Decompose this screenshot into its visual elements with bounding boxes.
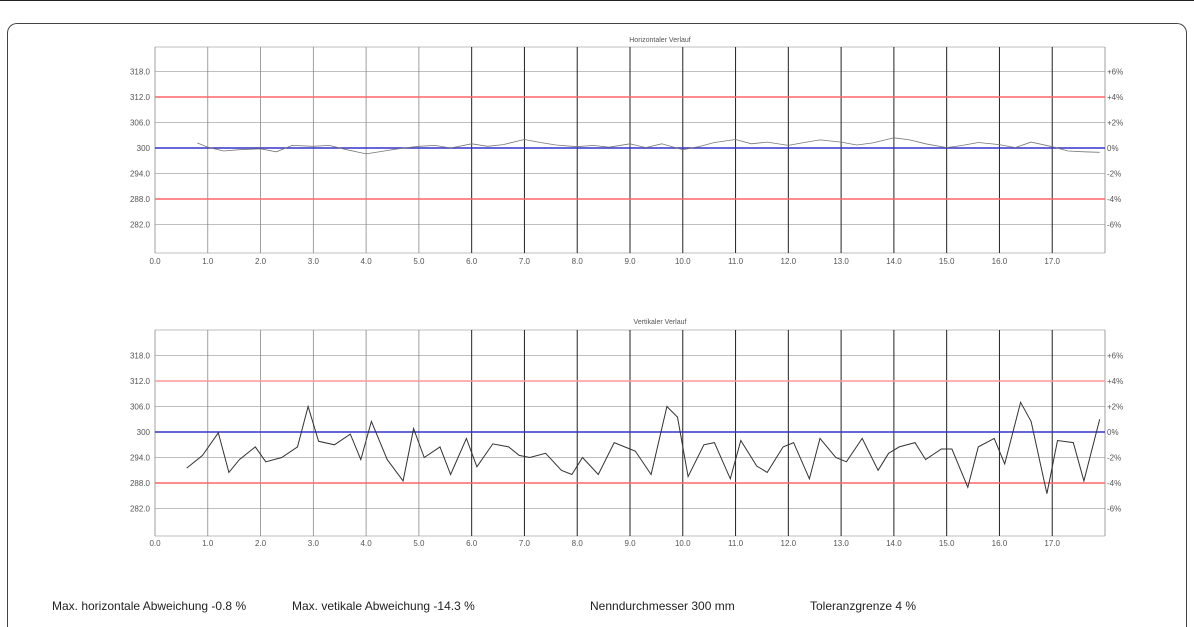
x-tick-label: 13.0 (833, 257, 849, 266)
x-tick-label: 16.0 (992, 257, 1008, 266)
x-tick-label: 9.0 (624, 539, 636, 548)
y2-tick-label: +2% (1107, 119, 1123, 128)
x-tick-label: 0.0 (149, 539, 161, 548)
x-tick-label: 1.0 (202, 539, 214, 548)
horizontal-chart: Horizontaler Verlauf 318.0 312.0 306.0 300 29… (130, 37, 1123, 266)
x-tick-label: 5.0 (413, 257, 425, 266)
y-tick-label: 294.0 (130, 170, 151, 179)
x-tick-label: 4.0 (361, 257, 373, 266)
x-tick-label: 13.0 (833, 539, 849, 548)
x-tick-label: 14.0 (886, 257, 902, 266)
y2-tick-label: -4% (1107, 195, 1121, 204)
y-tick-label: 312.0 (130, 93, 151, 102)
max-horizontal-deviation: Max. horizontale Abweichung -0.8 % (52, 599, 247, 613)
x-tick-label: 8.0 (572, 257, 584, 266)
y-tick-label: 306.0 (130, 119, 151, 128)
y2-tick-label: +6% (1107, 68, 1123, 77)
y-tick-label: 312.0 (130, 377, 151, 386)
x-tick-label: 12.0 (781, 539, 797, 548)
y-tick-label: 318.0 (130, 352, 151, 361)
x-tick-label: 10.0 (675, 257, 691, 266)
x-tick-label: 7.0 (519, 539, 531, 548)
report-frame (7, 23, 1187, 627)
x-tick-label: 15.0 (939, 257, 955, 266)
y-tick-label: 282.0 (130, 505, 151, 514)
y2-tick-label: +4% (1107, 377, 1123, 386)
nominal-diameter: Nenndurchmesser 300 mm (590, 599, 735, 613)
x-tick-label: 12.0 (781, 257, 797, 266)
x-tick-label: 0.0 (149, 257, 161, 266)
y-tick-label: 300 (137, 428, 151, 437)
y-tick-label: 318.0 (130, 68, 151, 77)
x-tick-label: 11.0 (728, 539, 744, 548)
x-tick-label: 7.0 (519, 257, 531, 266)
y2-tick-label: +6% (1107, 352, 1123, 361)
series-line (197, 137, 1100, 155)
x-tick-label: 3.0 (308, 539, 320, 548)
x-tick-label: 2.0 (255, 257, 267, 266)
x-tick-label: 16.0 (992, 539, 1008, 548)
y2-tick-label: -6% (1107, 505, 1121, 514)
x-tick-label: 14.0 (886, 539, 902, 548)
y-tick-label: 300 (137, 144, 151, 153)
y-tick-label: 288.0 (130, 479, 151, 488)
x-tick-label: 5.0 (413, 539, 425, 548)
y2-tick-label: -4% (1107, 479, 1121, 488)
x-tick-label: 6.0 (466, 257, 478, 266)
x-tick-label: 4.0 (361, 539, 373, 548)
x-tick-label: 11.0 (728, 257, 744, 266)
y-tick-label: 288.0 (130, 195, 151, 204)
y2-tick-label: -6% (1107, 221, 1121, 230)
x-tick-label: 3.0 (308, 257, 320, 266)
x-tick-label: 10.0 (675, 539, 691, 548)
max-vertical-deviation: Max. vetikale Abweichung -14.3 % (292, 599, 475, 613)
y2-tick-label: +2% (1107, 403, 1123, 412)
y2-tick-label: 0% (1107, 144, 1119, 153)
x-tick-label: 17.0 (1044, 539, 1060, 548)
x-tick-label: 1.0 (202, 257, 214, 266)
x-tick-label: 8.0 (572, 539, 584, 548)
y2-tick-label: +4% (1107, 93, 1123, 102)
x-tick-label: 6.0 (466, 539, 478, 548)
y-tick-label: 306.0 (130, 403, 151, 412)
chart-title: Horizontaler Verlauf (629, 37, 691, 44)
x-tick-label: 15.0 (939, 539, 955, 548)
y2-tick-label: 0% (1107, 428, 1119, 437)
chart-title: Vertikaler Verlauf (634, 319, 687, 326)
x-tick-label: 17.0 (1044, 257, 1060, 266)
top-border-line (0, 0, 1194, 1)
y-tick-label: 294.0 (130, 454, 151, 463)
x-tick-label: 9.0 (624, 257, 636, 266)
y2-tick-label: -2% (1107, 454, 1121, 463)
y-tick-label: 282.0 (130, 221, 151, 230)
x-tick-label: 2.0 (255, 539, 267, 548)
y2-tick-label: -2% (1107, 170, 1121, 179)
series-line (186, 400, 1101, 494)
vertical-chart: Vertikaler Verlauf 318.0 312.0 306.0 300 294.… (130, 319, 1123, 548)
tolerance-limit: Toleranzgrenze 4 % (810, 599, 917, 613)
